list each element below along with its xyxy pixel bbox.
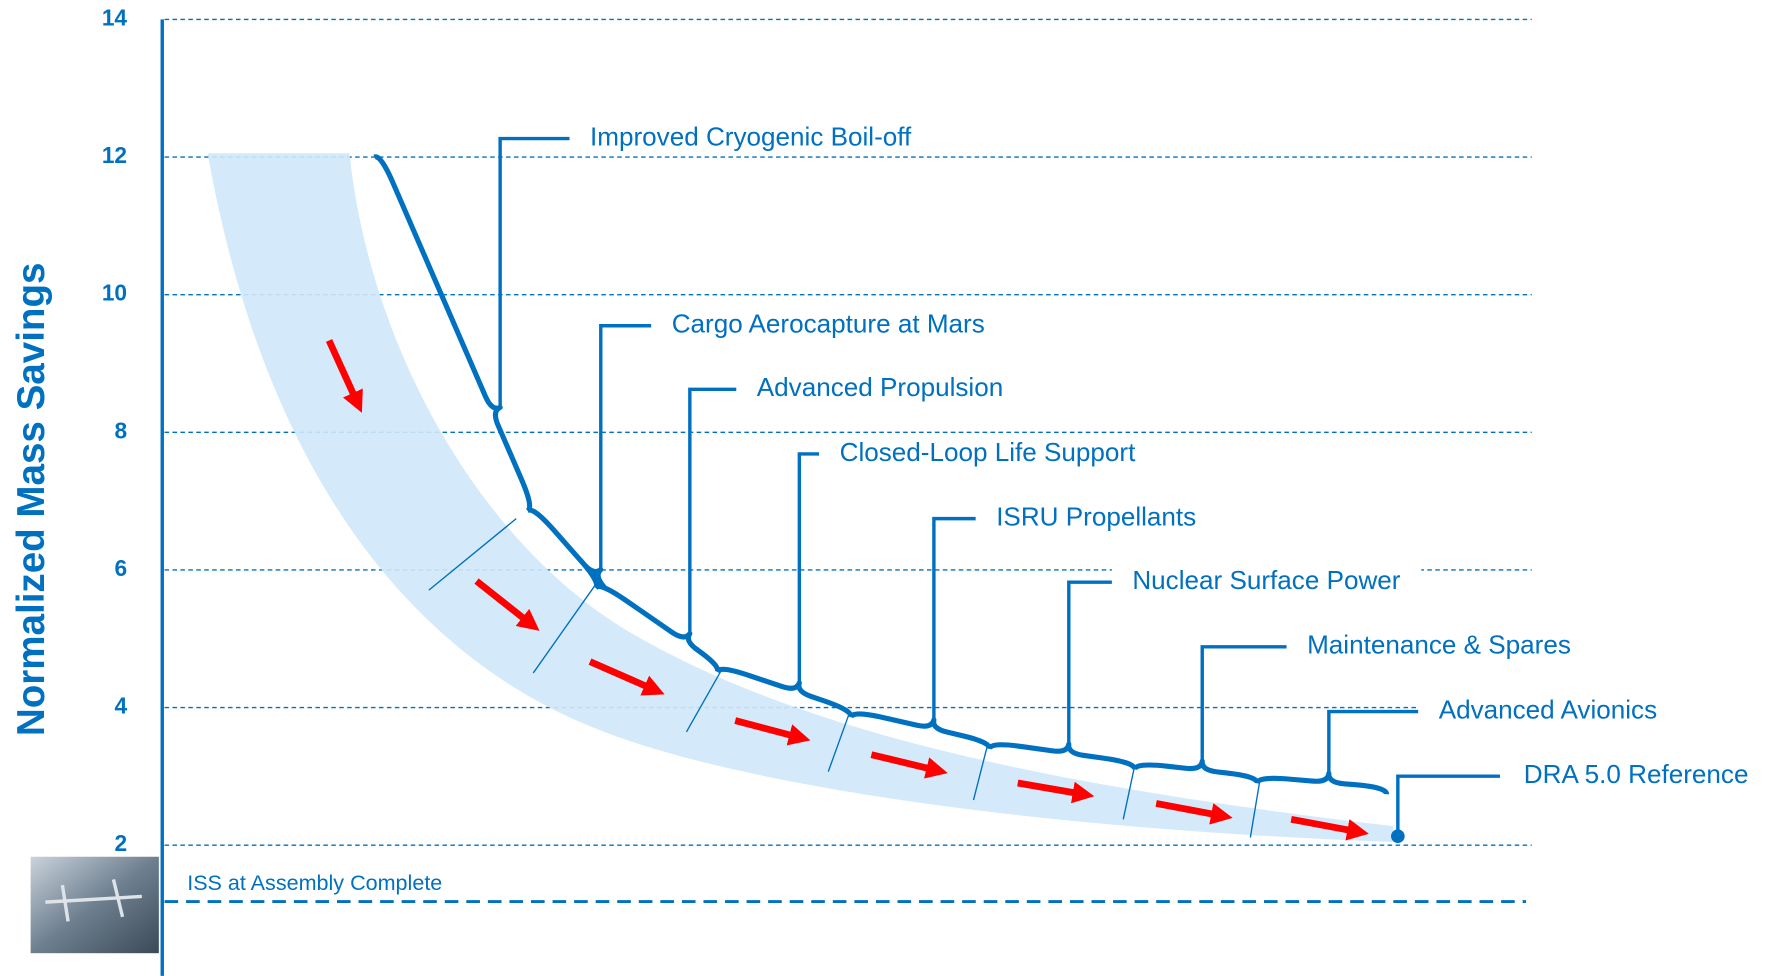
connector: [1069, 582, 1112, 744]
step-label: Advanced Propulsion: [757, 372, 1003, 402]
iss-image: [31, 857, 159, 953]
connector: [601, 326, 651, 570]
connector: [1202, 647, 1286, 761]
reference-label: DRA 5.0 Reference: [1524, 759, 1749, 789]
connector: [1329, 712, 1418, 774]
step-label: ISRU Propellants: [996, 502, 1196, 532]
y-tick-label: 8: [114, 417, 127, 443]
connector: [500, 139, 569, 408]
brace: [1135, 761, 1258, 783]
y-tick-label: 6: [114, 555, 127, 581]
step-label: Cargo Aerocapture at Mars: [672, 309, 985, 339]
baseline-label: ISS at Assembly Complete: [187, 870, 442, 895]
y-tick-label: 4: [114, 693, 127, 719]
step-label: Closed-Loop Life Support: [840, 437, 1137, 467]
y-axis-title: Normalized Mass Savings: [10, 263, 53, 737]
step-label: Nuclear Surface Power: [1132, 565, 1400, 595]
connector: [1398, 776, 1500, 836]
reference-point: [1391, 829, 1405, 843]
connector: [799, 454, 819, 683]
y-tick-label: 14: [102, 4, 128, 30]
connector: [690, 389, 737, 633]
chart: Normalized Mass Savings 2 4 6 8 10 12 14 ISS at…: [0, 0, 1770, 976]
y-tick-label: 2: [114, 830, 127, 856]
brace: [989, 744, 1134, 769]
connector: [934, 519, 976, 720]
y-tick-label: 10: [102, 280, 127, 306]
step-label: Maintenance & Spares: [1307, 630, 1571, 660]
brace: [1257, 773, 1386, 794]
page: {"chart_data": { "type": "brace-steps", …: [0, 0, 1770, 976]
step-label: Improved Cryogenic Boil-off: [590, 121, 912, 151]
step-label: Advanced Avionics: [1439, 694, 1657, 724]
y-tick-label: 12: [102, 142, 127, 168]
